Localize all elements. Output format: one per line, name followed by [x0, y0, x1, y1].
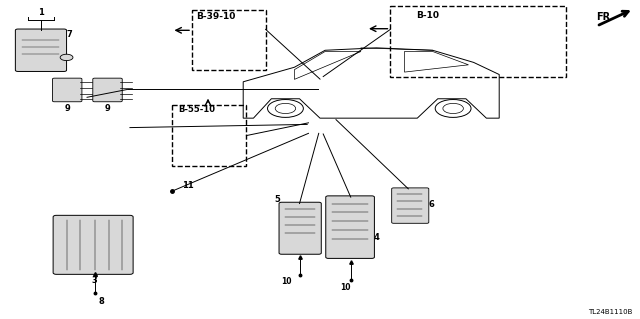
Text: 10: 10: [340, 283, 351, 292]
Text: 9: 9: [105, 104, 110, 113]
Text: B-10: B-10: [416, 11, 439, 20]
Text: 6: 6: [428, 200, 435, 209]
Text: B-55-10: B-55-10: [179, 105, 216, 114]
FancyBboxPatch shape: [52, 78, 82, 102]
FancyBboxPatch shape: [326, 196, 374, 258]
Text: TL24B1110B: TL24B1110B: [588, 309, 632, 315]
FancyBboxPatch shape: [53, 215, 133, 274]
FancyBboxPatch shape: [392, 188, 429, 223]
Text: 4: 4: [373, 233, 380, 242]
Text: 3: 3: [92, 276, 97, 285]
Text: 8: 8: [99, 297, 104, 306]
Text: 7: 7: [67, 30, 72, 39]
Text: FR.: FR.: [596, 11, 614, 22]
FancyBboxPatch shape: [15, 29, 67, 71]
Text: 9: 9: [65, 104, 70, 113]
Circle shape: [60, 54, 73, 61]
FancyBboxPatch shape: [93, 78, 122, 102]
Text: 10: 10: [282, 277, 292, 286]
Text: 11: 11: [182, 181, 194, 189]
Text: 5: 5: [275, 195, 281, 204]
Text: 1: 1: [38, 8, 44, 17]
Text: B-39-10: B-39-10: [196, 12, 236, 21]
FancyBboxPatch shape: [279, 202, 321, 254]
